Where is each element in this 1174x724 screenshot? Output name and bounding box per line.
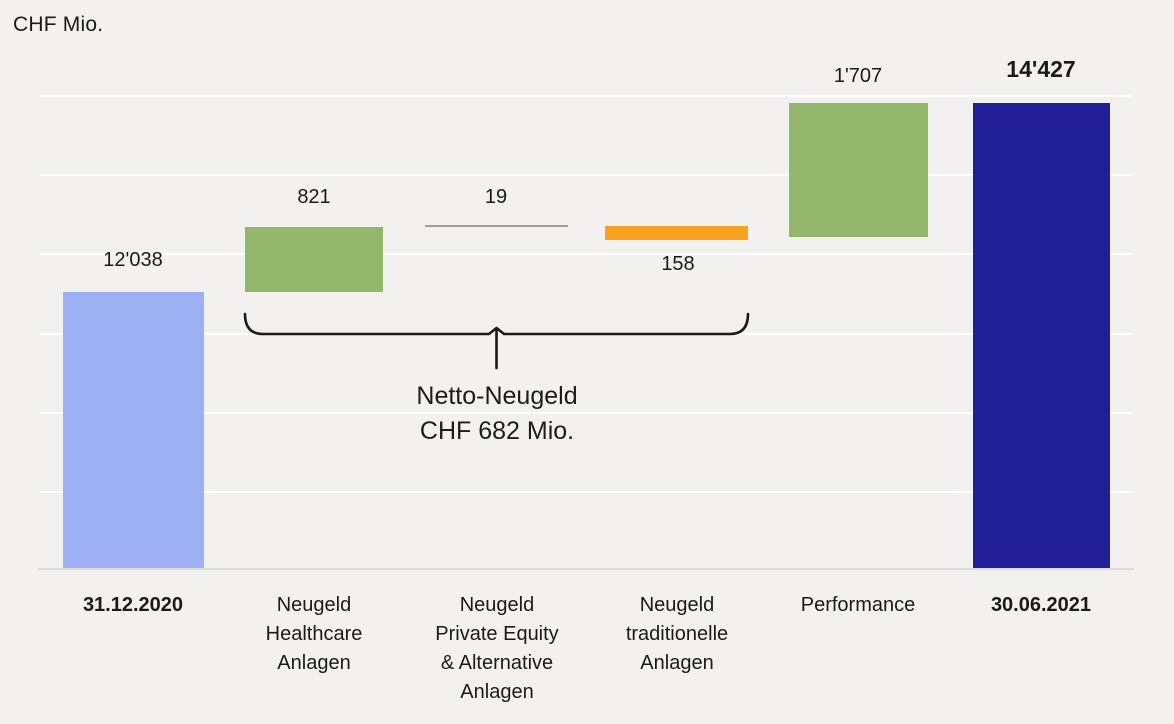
gridline: [40, 412, 1132, 414]
gridline: [40, 95, 1132, 97]
gridline: [40, 491, 1132, 493]
axis-label-neugeld-traditionelle: Neugeld traditionelle Anlagen: [625, 594, 729, 674]
value-label-performance: 1'707: [833, 65, 883, 87]
bar-neugeld-traditionelle: [605, 226, 748, 240]
bar-neugeld-healthcare: [245, 227, 383, 292]
axis-label-neugeld-private-equity: Neugeld Private Equity & Alternative Anl…: [435, 594, 559, 703]
value-label-start: 12'038: [103, 249, 163, 271]
axis-label-performance: Performance: [800, 594, 916, 616]
axis-label-30-06-2021: 30.06.2021: [990, 594, 1092, 616]
gridline: [40, 253, 1132, 255]
chart-title: CHF Mio.: [13, 13, 104, 36]
gridline: [40, 174, 1132, 176]
bar-start-31-12-2020: [63, 292, 204, 568]
x-axis-line: [38, 568, 1134, 570]
bar-performance: [789, 103, 928, 237]
value-label-healthcare: 821: [297, 186, 331, 208]
value-label-private-equity: 19: [484, 186, 508, 208]
axis-label-31-12-2020: 31.12.2020: [82, 594, 184, 616]
net-new-money-annotation: Netto-Neugeld CHF 682 Mio.: [416, 382, 578, 445]
axis-label-neugeld-healthcare: Neugeld Healthcare Anlagen: [265, 594, 363, 674]
bar-neugeld-private-equity: [425, 225, 568, 227]
bar-total-30-06-2021: [973, 103, 1110, 568]
value-label-traditionelle: 158: [661, 253, 695, 275]
value-label-total: 14'427: [1006, 56, 1076, 82]
